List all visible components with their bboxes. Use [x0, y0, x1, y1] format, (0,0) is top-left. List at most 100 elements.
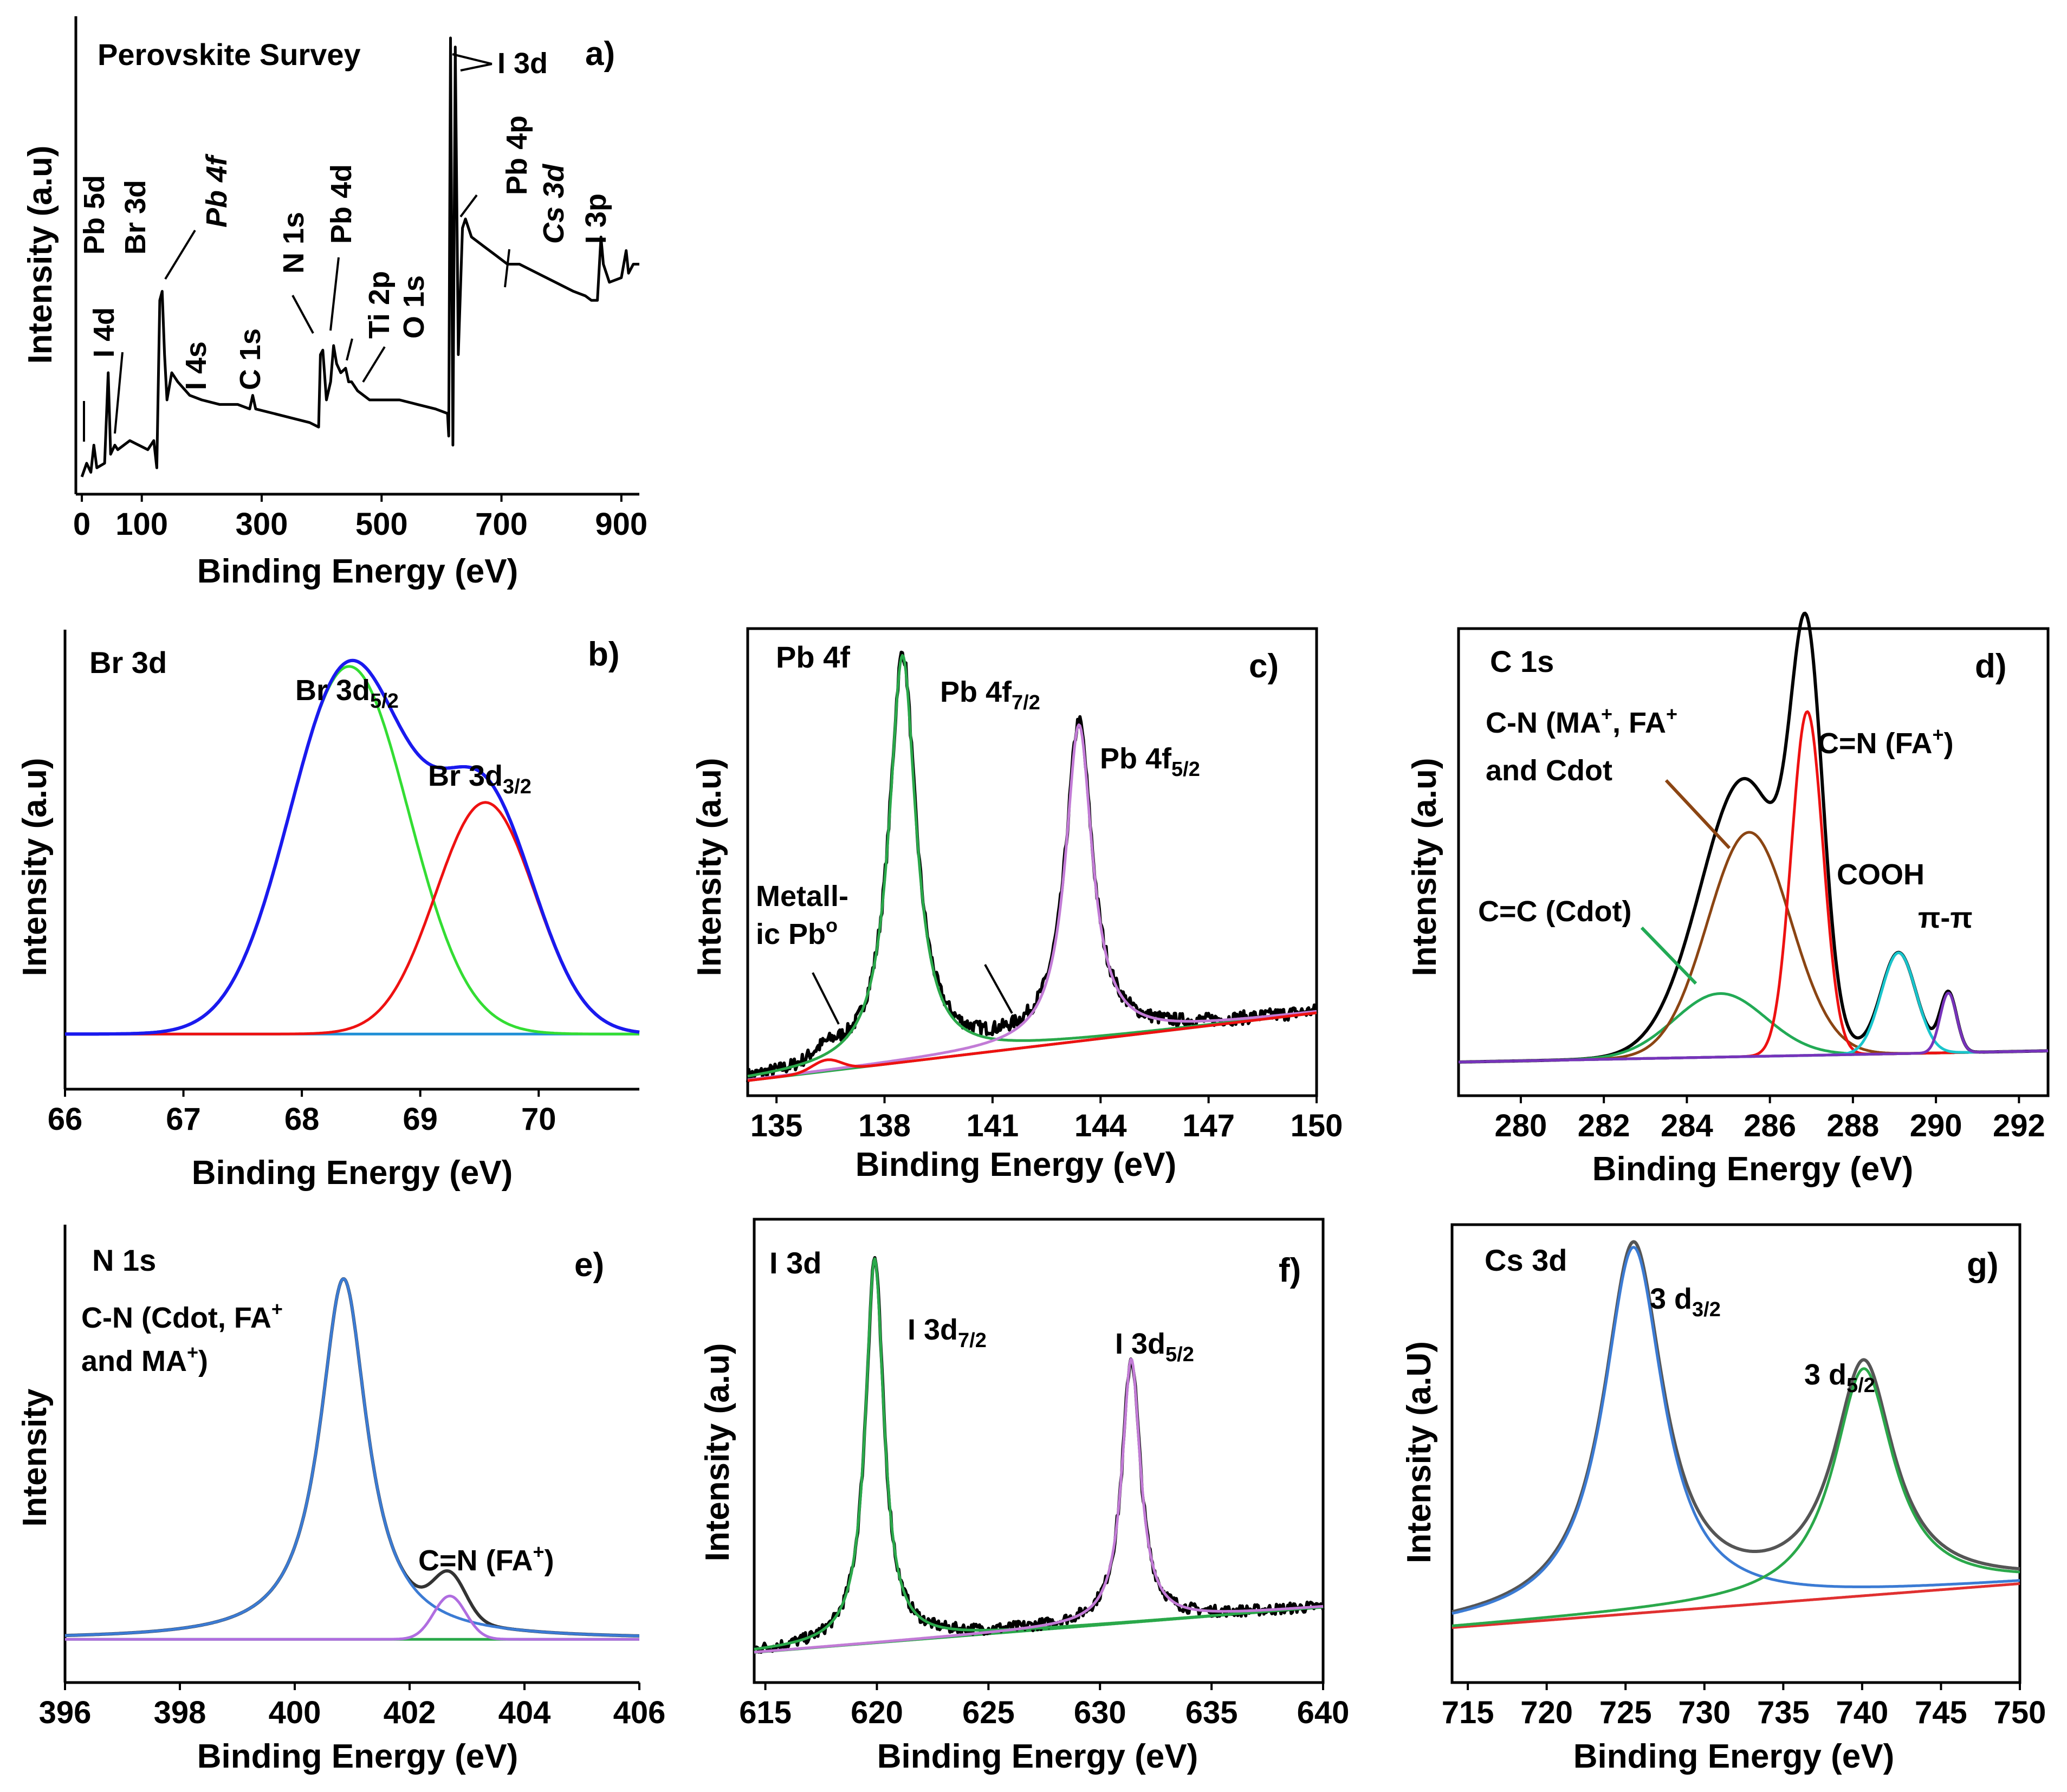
x-tick-label-d-3: 286 [1744, 1108, 1796, 1143]
x-axis-label-a: Binding Energy (eV) [197, 553, 518, 590]
label-i-3d72: I 3d7/2 [908, 1314, 987, 1352]
label-cn-fa-sup: + [1933, 723, 1944, 746]
arrow-br-3d [114, 352, 124, 434]
arrow-pb-4f [164, 229, 196, 280]
label-metallic-2-sup: o [826, 914, 838, 936]
x-tick-label-g-4: 735 [1757, 1695, 1810, 1730]
x-tick-label-a-3: 500 [355, 507, 408, 542]
x-tick-label-e-4: 404 [498, 1695, 551, 1730]
y-axis-label-g: Intensity (a.U) [1401, 1341, 1438, 1563]
label-n-cn-line1: C-N (Cdot, FA+ [81, 1298, 283, 1334]
envelope-top-b [65, 658, 640, 1036]
label-i-4d: I 4d [88, 307, 120, 358]
label-br-3d32: Br 3d3/2 [428, 760, 532, 798]
frame-f [753, 1218, 1325, 1684]
label-cs-3d: Cs 3d [537, 164, 570, 244]
component-line-b-0 [64, 665, 640, 1036]
x-tick-label-a-0: 0 [73, 507, 90, 542]
arrow-cn [1664, 779, 1731, 850]
x-axis-label-e: Binding Energy (eV) [197, 1738, 518, 1775]
frame-g [1450, 1223, 2021, 1684]
y-axis-label-f: Intensity (a.u) [699, 1343, 736, 1561]
arrow-i-3d-1 [452, 53, 493, 65]
label-n-cn-line2: and MA+) [81, 1341, 208, 1377]
label-pb-4f52-main: Pb 4f [1100, 742, 1172, 775]
label-br-3d: Br 3d [119, 180, 152, 255]
x-tick-label-f-5: 640 [1297, 1695, 1350, 1730]
x-tick-label-a-2: 300 [236, 507, 288, 542]
component-line-e-0 [64, 1277, 640, 1638]
component-line-c-2 [747, 1011, 1317, 1082]
x-tick-label-d-0: 280 [1495, 1108, 1547, 1143]
x-tick-label-b-4: 70 [521, 1102, 556, 1137]
label-n-cnfa-b: ) [545, 1544, 554, 1577]
x-tick-label-g-1: 720 [1520, 1695, 1573, 1730]
label-cn-line1-a: C-N (MA [1486, 707, 1601, 739]
panel-d: 280 282 284 286 288 290 292 C 1s d) Binding En… [1406, 611, 2050, 1188]
label-cn-fa-a: C=N (FA [1818, 727, 1933, 760]
label-br-3d52: Br 3d5/2 [295, 674, 399, 713]
x-tick-label-g-0: 715 [1442, 1695, 1494, 1730]
label-i-3d52-main: I 3d [1115, 1328, 1165, 1360]
ticks-group-b: 66 67 68 69 70 [48, 1089, 556, 1137]
arrow-pb-4d [329, 257, 340, 331]
label-pb-4f52: Pb 4f5/2 [1100, 742, 1200, 781]
frame-c [746, 627, 1318, 1097]
x-tick-label-c-3: 144 [1074, 1108, 1127, 1143]
panel-title-d: C 1s [1490, 644, 1554, 678]
panel-b: 66 67 68 69 70 Br 3d b) Binding Energy (eV) … [16, 630, 640, 1192]
label-metallic-2-main: ic Pb [756, 918, 826, 950]
label-n-1s: N 1s [277, 212, 310, 274]
x-tick-label-a-5: 900 [595, 507, 647, 542]
component-line-e-1 [64, 1594, 640, 1641]
label-n-cnfa-a: C=N (FA [418, 1544, 533, 1577]
y-axis-label-b: Intensity (a.u) [16, 758, 54, 976]
arrow-shoulder [984, 964, 1013, 1014]
panel-c: 135 138 141 144 147 150 Pb 4f c) Binding Ener… [691, 627, 1343, 1183]
series-group-g [1452, 1240, 2020, 1629]
x-tick-label-b-2: 68 [284, 1102, 320, 1137]
label-cn-line2: and Cdot [1486, 754, 1612, 787]
label-br-3d52-main: Br 3d [295, 674, 370, 707]
arrow-ti-2p [346, 338, 353, 361]
label-i-3p: I 3p [580, 193, 612, 244]
label-i-4s: I 4s [180, 341, 212, 390]
x-tick-label-d-2: 284 [1661, 1108, 1713, 1143]
label-cs-3d32-main: 3 d [1650, 1283, 1692, 1315]
envelope-line-f [754, 1256, 1325, 1654]
x-tick-label-d-1: 282 [1578, 1108, 1630, 1143]
panel-label-b: b) [588, 636, 620, 673]
x-tick-label-c-0: 135 [750, 1108, 803, 1143]
x-tick-label-a-1: 100 [115, 507, 168, 542]
panel-title-e: N 1s [92, 1243, 156, 1277]
arrow-metallic-pb [812, 972, 840, 1025]
survey-arrows [83, 53, 510, 442]
x-tick-label-g-3: 730 [1678, 1695, 1731, 1730]
x-axis-label-b: Binding Energy (eV) [192, 1154, 513, 1192]
x-axis-label-c: Binding Energy (eV) [856, 1146, 1176, 1183]
x-tick-label-e-3: 402 [384, 1695, 436, 1730]
label-br-3d32-main: Br 3d [428, 760, 503, 792]
ticks-group-g: 715 720 725 730 735 740 745 750 [1442, 1683, 2046, 1730]
series-group-b [64, 658, 640, 1036]
arrow-cc [1640, 926, 1697, 985]
component-line-c-1 [747, 723, 1317, 1082]
x-tick-label-d-4: 288 [1826, 1108, 1879, 1143]
panel-title-f: I 3d [769, 1246, 821, 1280]
label-br-3d52-sub: 5/2 [370, 690, 399, 713]
label-cn-fa-b: ) [1944, 727, 1954, 760]
x-tick-label-g-7: 750 [1994, 1695, 2046, 1730]
label-i-3d52-sub: 5/2 [1165, 1343, 1194, 1366]
label-metallic-2: ic Pbo [756, 914, 838, 950]
label-n-cn-line2-sup: + [187, 1341, 198, 1363]
component-line-b-1 [64, 801, 640, 1036]
label-cn-line1-sup2: + [1666, 703, 1677, 725]
panel-title-c: Pb 4f [776, 640, 850, 674]
x-tick-label-e-2: 400 [269, 1695, 321, 1730]
panel-f: 615 620 625 630 635 640 I 3d f) Binding Energ… [699, 1218, 1350, 1775]
component-line-g-1 [1452, 1367, 2020, 1627]
label-i-3d72-sub: 7/2 [958, 1329, 987, 1352]
label-cc-cdot: C=C (Cdot) [1478, 895, 1631, 928]
panel-label-c: c) [1249, 648, 1279, 685]
y-axis-label-c: Intensity (a.u) [691, 758, 728, 976]
